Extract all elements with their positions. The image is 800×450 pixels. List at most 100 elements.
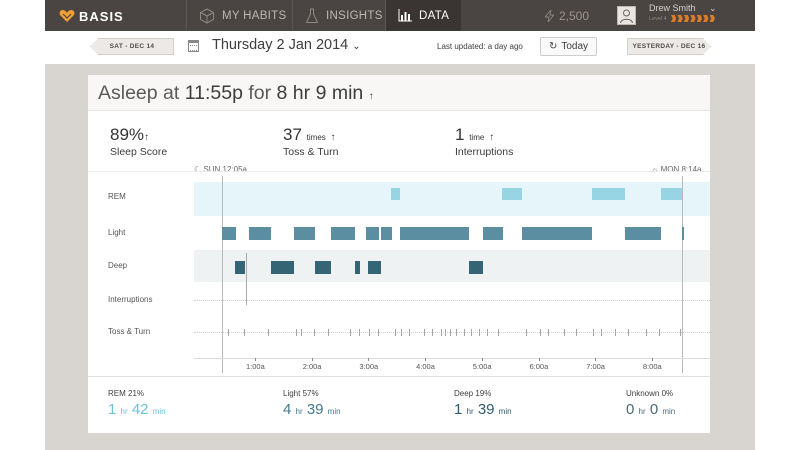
top-nav-bar: BASIS MY HABITS INSIGHTS DATA 2,500 Drew… xyxy=(45,0,755,31)
user-level: Level 4 xyxy=(649,16,667,22)
hour-tick xyxy=(311,358,313,361)
toss-turn-tick xyxy=(424,329,425,336)
toss-turn-tick xyxy=(268,329,269,336)
points-value: 2,500 xyxy=(559,8,590,23)
arrow-up-icon: ↑ xyxy=(368,91,374,102)
toss-turn-tick xyxy=(464,329,465,336)
toss-turn-tick xyxy=(564,329,565,336)
sleep-segment-deep[interactable] xyxy=(469,261,483,274)
min-unit: min xyxy=(498,407,512,416)
toss-turn-tick xyxy=(244,329,245,336)
basis-logo[interactable]: BASIS xyxy=(59,8,124,24)
summary-deep-hours: 1 xyxy=(454,401,463,418)
hour-label: 7:00a xyxy=(586,362,605,371)
today-label: Today xyxy=(561,41,589,52)
bar-chart-icon xyxy=(398,9,412,22)
chevron-down-icon[interactable]: ⌄ xyxy=(709,3,717,13)
arrow-up-icon: ↑ xyxy=(489,132,495,143)
sleep-duration: 8 hr 9 min xyxy=(276,82,364,104)
summary-rem-minutes: 42 xyxy=(131,401,149,418)
date-navigation: SAT - DEC 14 Thursday 2 Jan 2014 ⌄ Last … xyxy=(45,31,755,64)
rem-band xyxy=(194,182,710,216)
user-icon xyxy=(620,9,633,24)
row-label-toss-turn: Toss & Turn xyxy=(108,327,151,336)
nav-data[interactable]: DATA xyxy=(386,0,461,31)
sleep-segment-rem[interactable] xyxy=(391,188,400,200)
nav-insights[interactable]: INSIGHTS xyxy=(305,0,383,31)
sleep-segment-rem[interactable] xyxy=(502,188,522,200)
level-progress xyxy=(671,15,715,22)
summary-deep-minutes: 39 xyxy=(477,401,495,418)
summary-rem-hours: 1 xyxy=(108,401,117,418)
hour-tick xyxy=(595,358,597,361)
toss-turn-tick xyxy=(328,329,329,336)
current-date-selector[interactable]: Thursday 2 Jan 2014 ⌄ xyxy=(212,37,361,53)
toss-turn-tick xyxy=(593,329,594,336)
row-label-interruptions: Interruptions xyxy=(108,295,153,304)
sleep-segment-deep[interactable] xyxy=(355,261,360,274)
today-button[interactable]: ↻ Today xyxy=(540,37,597,56)
sleep-segment-light[interactable] xyxy=(682,227,684,240)
toss-turn-tick xyxy=(601,329,602,336)
end-marker-label: MON 8:14a xyxy=(660,165,702,174)
sleep-segment-rem[interactable] xyxy=(661,188,682,200)
nav-my-habits[interactable]: MY HABITS xyxy=(199,0,286,31)
hour-tick xyxy=(538,358,540,361)
sleep-segment-light[interactable] xyxy=(381,227,392,240)
avatar[interactable] xyxy=(617,6,636,25)
lightning-icon xyxy=(545,9,554,22)
toss-turn-tick xyxy=(450,329,451,336)
toss-turn-tick xyxy=(378,329,379,336)
toss-turn-tick xyxy=(445,329,446,336)
user-name[interactable]: Drew Smith xyxy=(649,3,696,13)
toss-turn-tick xyxy=(526,329,527,336)
nav-my-habits-label: MY HABITS xyxy=(222,9,287,22)
sleep-segment-light[interactable] xyxy=(483,227,503,240)
summary-light: Light 57% 4 hr 39 min xyxy=(283,389,341,418)
sleep-segment-rem[interactable] xyxy=(592,188,625,200)
interruption-marker[interactable] xyxy=(246,253,247,305)
sleep-segment-deep[interactable] xyxy=(235,261,245,274)
summary-light-minutes: 39 xyxy=(306,401,324,418)
interruptions-label: Interruptions xyxy=(455,146,514,158)
toss-turn-tick xyxy=(409,329,410,336)
hour-tick xyxy=(425,358,427,361)
sleep-segment-light[interactable] xyxy=(400,227,469,240)
toss-turn-tick xyxy=(456,329,457,336)
hour-label: 4:00a xyxy=(416,362,435,371)
previous-day-button[interactable]: SAT - DEC 14 xyxy=(90,38,174,55)
sleep-segment-light[interactable] xyxy=(331,227,355,240)
next-day-button[interactable]: YESTERDAY - DEC 16 xyxy=(627,38,711,55)
sleep-score-stat: 89%↑ Sleep Score xyxy=(110,125,167,158)
nav-insights-label: INSIGHTS xyxy=(326,9,383,22)
sleep-score-value: 89% xyxy=(110,125,145,144)
sleep-end-line xyxy=(682,176,683,373)
sleep-segment-light[interactable] xyxy=(522,227,592,240)
toss-turn-tick xyxy=(228,329,229,336)
toss-turn-tick xyxy=(369,329,370,336)
current-date-label: Thursday 2 Jan 2014 xyxy=(212,37,349,53)
headline-mid: for xyxy=(248,82,272,104)
toss-turn-label: Toss & Turn xyxy=(283,146,339,158)
summary-unknown-label: Unknown 0% xyxy=(626,389,674,398)
sleep-segment-light[interactable] xyxy=(222,227,236,240)
toss-turn-tick xyxy=(359,329,360,336)
sleep-segment-light[interactable] xyxy=(249,227,271,240)
sleep-segment-deep[interactable] xyxy=(368,261,381,274)
sleep-segment-light[interactable] xyxy=(366,227,379,240)
summary-light-hours: 4 xyxy=(283,401,292,418)
min-unit: min xyxy=(327,407,341,416)
sleep-segment-deep[interactable] xyxy=(271,261,294,274)
hr-unit: hr xyxy=(120,407,128,416)
heart-logo-icon xyxy=(59,9,75,22)
summary-unknown-hours: 0 xyxy=(626,401,635,418)
sleep-segment-light[interactable] xyxy=(625,227,661,240)
min-unit: min xyxy=(152,407,166,416)
calendar-icon[interactable] xyxy=(188,40,199,52)
sun-icon: ☼ xyxy=(651,165,659,174)
sleep-segment-light[interactable] xyxy=(294,227,315,240)
toss-turn-tick xyxy=(479,329,480,336)
sleep-start-line xyxy=(222,176,223,373)
sleep-segment-deep[interactable] xyxy=(315,261,331,274)
toss-turn-tick xyxy=(301,329,302,336)
